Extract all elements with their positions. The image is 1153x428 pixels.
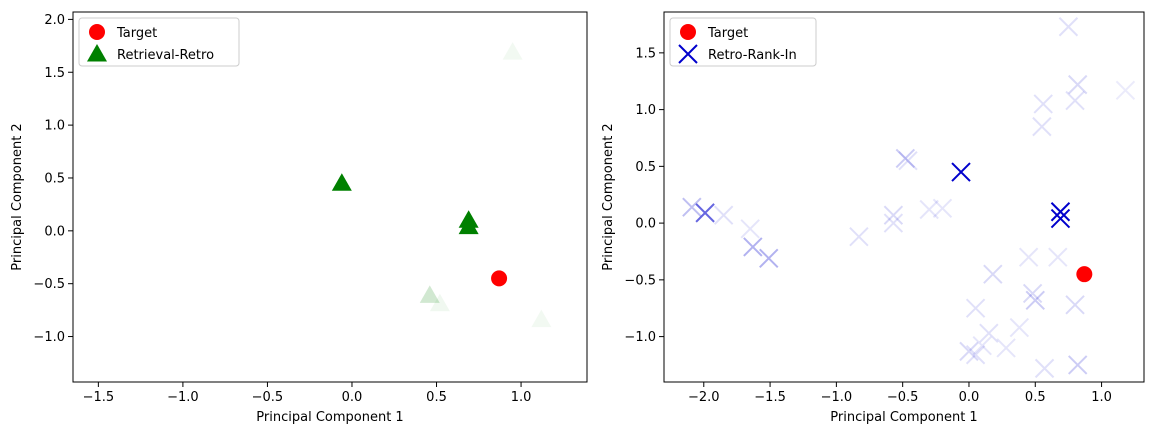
cross-point: [883, 213, 904, 233]
legend-triangle-icon: [87, 44, 107, 62]
cross-point: [1067, 355, 1088, 375]
y-tick-label: −1.0: [624, 330, 656, 345]
x-tick-label: 0.5: [426, 390, 447, 405]
y-tick-label: 0.0: [44, 224, 65, 239]
cross-point: [965, 345, 986, 365]
x-tick-label: −2.0: [688, 390, 720, 405]
legend-circle-icon: [89, 24, 105, 40]
y-tick-label: 0.0: [635, 217, 656, 232]
cross-point: [713, 205, 734, 225]
cross-point: [959, 341, 979, 362]
y-tick-label: 1.0: [635, 103, 656, 118]
cross-point: [695, 203, 715, 223]
axes-frame: [663, 11, 1145, 383]
legend-label: Target: [707, 26, 748, 41]
x-tick-label: 0.0: [342, 390, 363, 405]
y-tick-label: 0.5: [44, 171, 65, 186]
cross-point: [682, 197, 702, 217]
y-tick-label: 1.5: [635, 46, 656, 61]
cross-point: [895, 148, 916, 169]
x-tick-label: 1.0: [511, 390, 532, 405]
legend-label: Retro-Rank-In: [708, 48, 797, 63]
y-axis-label: Principal Component 2: [10, 123, 25, 270]
x-tick-label: 0.5: [1025, 390, 1046, 405]
y-axis-label: Principal Component 2: [601, 123, 616, 270]
cross-point: [1033, 94, 1053, 114]
legend-label: Target: [116, 26, 157, 41]
cross-point: [919, 199, 939, 220]
cross-point: [1018, 247, 1039, 267]
cross-point: [883, 205, 904, 225]
triangle-point: [531, 309, 552, 328]
cross-point: [1022, 283, 1043, 304]
x-tick-label: −0.5: [252, 390, 284, 405]
chart-panel-1: −1.5 −1.0 −0.5 0.0 0.5 1.0 −1.0 −0.5 0.0 0.5 1.0 1.…: [10, 11, 588, 425]
y-tick-label: 1.0: [44, 119, 65, 134]
cross-point: [1025, 290, 1045, 310]
cross-point: [759, 248, 779, 268]
y-tick-label: 0.5: [635, 160, 656, 175]
cross-point: [979, 323, 999, 343]
cross-point: [743, 237, 763, 257]
x-tick-label: 1.0: [1091, 390, 1112, 405]
cross-point: [849, 227, 869, 247]
x-tick-label: −1.5: [83, 390, 115, 405]
cross-point: [1050, 202, 1071, 222]
cross-point: [972, 335, 992, 356]
x-tick-label: −1.0: [821, 390, 853, 405]
cross-point: [1065, 90, 1085, 111]
y-tick-label: −0.5: [624, 273, 656, 288]
legend: Target Retro-Rank-In: [669, 17, 817, 67]
legend-box: [78, 17, 240, 67]
triangle-point: [331, 173, 352, 191]
x-tick-label: −1.0: [167, 390, 199, 405]
target-point: [1076, 266, 1093, 283]
legend-circle-icon: [680, 24, 696, 40]
triangle-point: [458, 216, 479, 235]
target-point: [491, 270, 508, 287]
cross-point: [1115, 80, 1136, 101]
legend-label: Retrieval-Retro: [117, 48, 214, 63]
cross-point: [996, 338, 1016, 358]
x-axis-label: Principal Component 1: [256, 410, 403, 425]
cross-point: [983, 264, 1003, 284]
cross-point: [1034, 358, 1055, 379]
triangle-point: [419, 285, 440, 303]
legend-cross-icon: [678, 44, 698, 64]
plot-points: [331, 42, 552, 328]
triangle-point: [502, 42, 523, 60]
x-tick-label: −0.5: [887, 390, 919, 405]
cross-point: [1048, 247, 1068, 267]
cross-point: [951, 162, 971, 182]
x-tick-label: −1.5: [754, 390, 786, 405]
cross-point: [1065, 295, 1085, 315]
cross-point: [1058, 17, 1079, 37]
y-tick-label: −0.5: [33, 277, 65, 292]
cross-point: [965, 298, 986, 318]
axes-frame: [72, 11, 588, 383]
legend: Target Retrieval-Retro: [78, 17, 240, 67]
y-tick-label: −1.0: [33, 330, 65, 345]
chart-panel-2: −2.0 −1.5 −1.0 −0.5 0.0 0.5 1.0 −1.0 −0.5 0.0 0.5 1…: [601, 11, 1145, 425]
plot-points: [682, 17, 1136, 379]
cross-point: [1067, 74, 1088, 95]
cross-point: [932, 198, 953, 219]
cross-point: [1009, 317, 1030, 338]
legend-box: [669, 17, 817, 67]
cross-point: [1032, 116, 1052, 137]
x-axis-label: Principal Component 1: [830, 410, 977, 425]
triangle-point: [429, 293, 450, 312]
x-tick-label: 0.0: [959, 390, 980, 405]
y-tick-label: 1.5: [44, 66, 65, 81]
cross-point: [898, 150, 918, 171]
cross-point: [1050, 208, 1071, 229]
y-tick-label: 2.0: [44, 13, 65, 28]
cross-point: [740, 219, 760, 239]
